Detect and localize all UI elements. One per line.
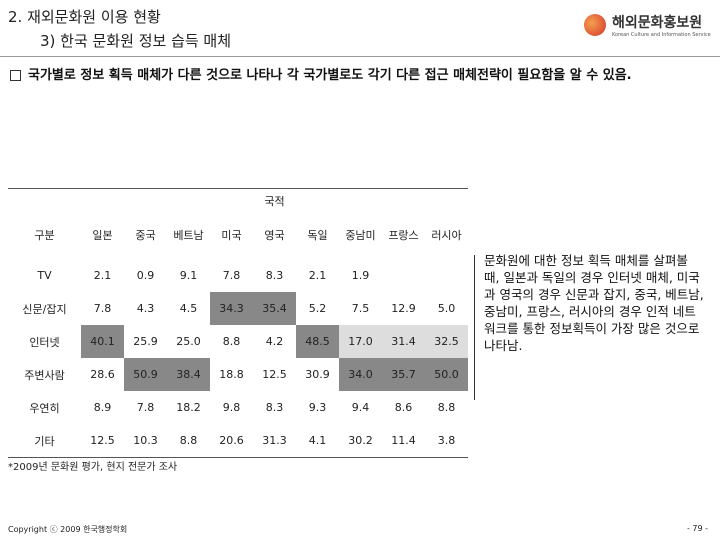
cell: 8.8 bbox=[222, 335, 241, 348]
cell: 48.5 bbox=[296, 325, 339, 358]
cell: 5.2 bbox=[308, 302, 327, 315]
cell: 12.5 bbox=[90, 434, 115, 447]
column-header: 러시아 bbox=[431, 229, 462, 242]
cell: 30.9 bbox=[305, 368, 330, 381]
cell: 34.3 bbox=[210, 292, 253, 325]
cell: 30.2 bbox=[348, 434, 373, 447]
cell bbox=[382, 259, 425, 292]
bullet-icon bbox=[10, 70, 21, 81]
table-row: 우연히 8.9 7.8 18.2 9.8 8.3 9.3 9.4 8.6 8.8 bbox=[8, 391, 468, 424]
cell: 9.3 bbox=[308, 401, 327, 414]
cell: 28.6 bbox=[90, 368, 115, 381]
cell: 18.8 bbox=[219, 368, 244, 381]
cell: 4.5 bbox=[179, 302, 198, 315]
column-header: 일본 bbox=[92, 229, 113, 242]
cell: 7.5 bbox=[351, 302, 370, 315]
cell: 50.0 bbox=[425, 358, 468, 391]
cell: 25.9 bbox=[133, 335, 158, 348]
cell: 8.3 bbox=[265, 401, 284, 414]
column-header: 중남미 bbox=[345, 229, 376, 242]
logo-name: 해외문화홍보원 bbox=[612, 15, 703, 31]
cell: 8.8 bbox=[179, 434, 198, 447]
row-label: 주변사람 bbox=[24, 368, 65, 382]
cell: 11.4 bbox=[391, 434, 416, 447]
cell: 9.1 bbox=[179, 269, 198, 282]
row-label: 우연히 bbox=[29, 401, 60, 415]
cell: 4.2 bbox=[265, 335, 284, 348]
column-header: 독일 bbox=[307, 229, 328, 242]
row-header: 구분 bbox=[34, 229, 55, 242]
bullet-text: 국가별로 정보 획득 매체가 다른 것으로 나타나 각 국가별로도 각기 다른 … bbox=[28, 68, 632, 83]
cell: 31.4 bbox=[382, 325, 425, 358]
cell: 18.2 bbox=[176, 401, 201, 414]
cell: 35.4 bbox=[253, 292, 296, 325]
cell: 8.9 bbox=[93, 401, 112, 414]
cell: 8.6 bbox=[394, 401, 413, 414]
row-label: 기타 bbox=[34, 434, 55, 448]
source: *2009년 문화원 평가, 현지 전문가 조사 bbox=[8, 462, 178, 473]
cell: 7.8 bbox=[222, 269, 241, 282]
cell: 8.8 bbox=[437, 401, 456, 414]
divider bbox=[0, 56, 720, 57]
cell: 40.1 bbox=[81, 325, 124, 358]
cell: 32.5 bbox=[425, 325, 468, 358]
header-row: 국적 bbox=[8, 189, 468, 214]
cell: 25.0 bbox=[176, 335, 201, 348]
group-header: 국적 bbox=[264, 195, 285, 208]
cell: 9.8 bbox=[222, 401, 241, 414]
cell: 20.6 bbox=[219, 434, 244, 447]
column-header: 미국 bbox=[221, 229, 242, 242]
logo-mark bbox=[584, 14, 606, 36]
cell: 7.8 bbox=[93, 302, 112, 315]
row-label: TV bbox=[37, 269, 52, 282]
bracket bbox=[470, 255, 475, 400]
cell: 5.0 bbox=[437, 302, 456, 315]
table-row: 주변사람 28.6 50.9 38.4 18.8 12.5 30.9 34.0 35.7 50.0 bbox=[8, 358, 468, 391]
cell: 38.4 bbox=[167, 358, 210, 391]
column-header: 영국 bbox=[264, 229, 285, 242]
page-number: - 79 - bbox=[686, 524, 708, 533]
cell: 4.1 bbox=[308, 434, 327, 447]
cell: 4.3 bbox=[136, 302, 155, 315]
cell: 7.8 bbox=[136, 401, 155, 414]
table-row: 인터넷 40.1 25.9 25.0 8.8 4.2 48.5 17.0 31.4 32.5 bbox=[8, 325, 468, 358]
cell: 12.5 bbox=[262, 368, 287, 381]
cell: 2.1 bbox=[93, 269, 112, 282]
cell: 3.8 bbox=[437, 434, 456, 447]
column-header: 프랑스 bbox=[388, 229, 419, 242]
logo-subtitle: Korean Culture and Information Service bbox=[612, 32, 711, 38]
cell: 8.3 bbox=[265, 269, 284, 282]
cell bbox=[425, 259, 468, 292]
cell: 2.1 bbox=[308, 269, 327, 282]
cell: 50.9 bbox=[124, 358, 167, 391]
title: 2. 재외문화원 이용 현황 bbox=[8, 8, 161, 26]
cell: 34.0 bbox=[339, 358, 382, 391]
cell: 1.9 bbox=[351, 269, 370, 282]
blank-cell bbox=[8, 189, 81, 214]
subtitle: 3) 한국 문화원 정보 습득 매체 bbox=[40, 32, 232, 50]
row-label: 신문/잡지 bbox=[22, 302, 67, 316]
column-header: 중국 bbox=[135, 229, 156, 242]
cell: 0.9 bbox=[136, 269, 155, 282]
cell: 10.3 bbox=[133, 434, 158, 447]
cell: 17.0 bbox=[339, 325, 382, 358]
column-row: 구분 일본 중국 베트남 미국 영국 독일 중남미 프랑스 러시아 bbox=[8, 213, 468, 259]
cell: 31.3 bbox=[262, 434, 287, 447]
copyright: Copyright ⓒ 2009 한국행정학회 bbox=[8, 525, 128, 534]
cell: 35.7 bbox=[382, 358, 425, 391]
table-row: 기타 12.5 10.3 8.8 20.6 31.3 4.1 30.2 11.4 3.8 bbox=[8, 424, 468, 458]
table-row: TV 2.1 0.9 9.1 7.8 8.3 2.1 1.9 bbox=[8, 259, 468, 292]
table-row: 신문/잡지 7.8 4.3 4.5 34.3 35.4 5.2 7.5 12.9 5.0 bbox=[8, 292, 468, 325]
side-note: 문화원에 대한 정보 획득 매체를 살펴볼 때, 일본과 독일의 경우 인터넷 … bbox=[484, 253, 704, 353]
cell: 9.4 bbox=[351, 401, 370, 414]
row-label: 인터넷 bbox=[29, 335, 60, 349]
column-header: 베트남 bbox=[173, 229, 204, 242]
cell: 12.9 bbox=[391, 302, 416, 315]
